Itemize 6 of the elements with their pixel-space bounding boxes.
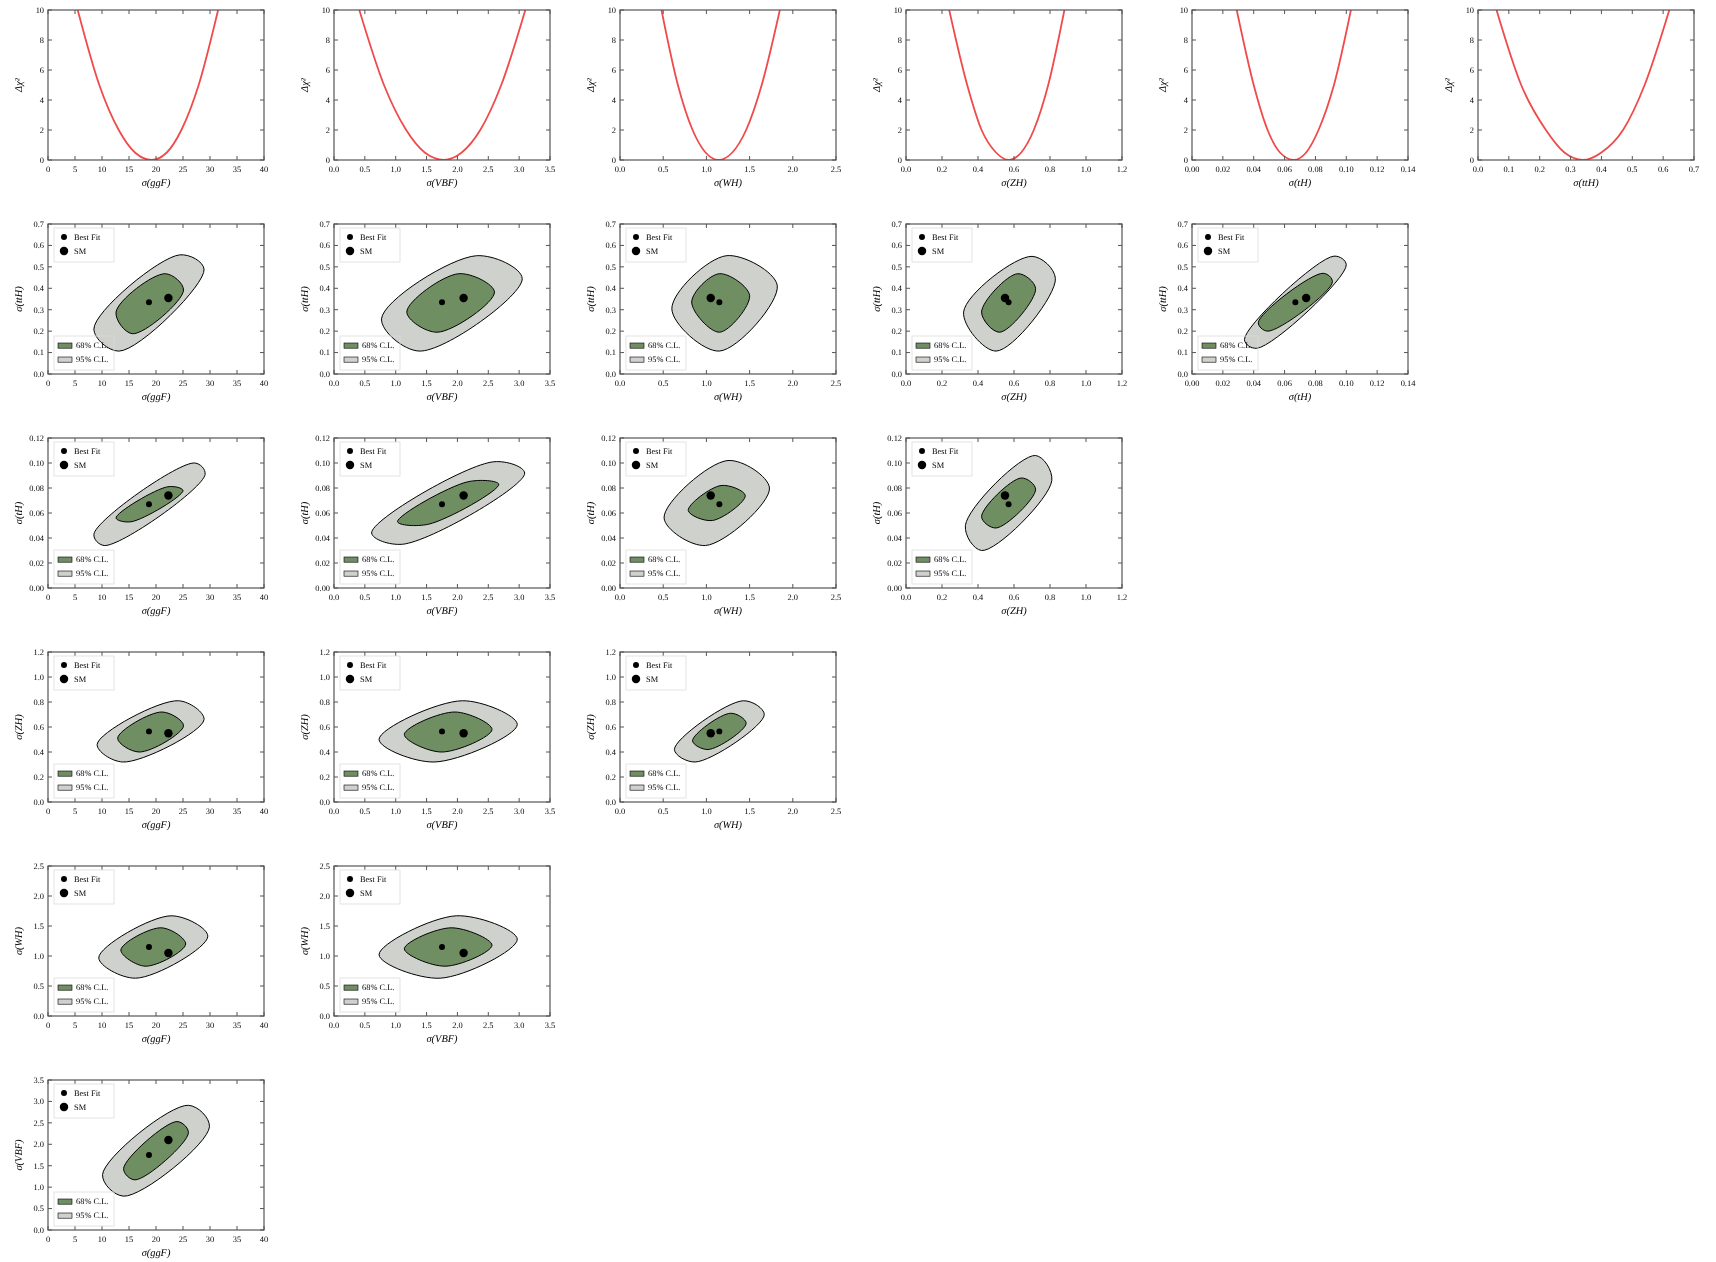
line-series bbox=[358, 10, 527, 160]
line-series bbox=[660, 10, 781, 160]
line-series bbox=[1235, 10, 1352, 160]
line-series bbox=[1495, 10, 1671, 160]
line-series bbox=[948, 10, 1066, 160]
line-series bbox=[76, 10, 219, 160]
